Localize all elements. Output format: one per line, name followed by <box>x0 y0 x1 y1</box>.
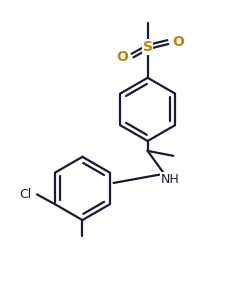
Text: O: O <box>116 50 128 64</box>
Text: S: S <box>143 40 153 54</box>
Text: Cl: Cl <box>19 188 31 201</box>
Text: NH: NH <box>161 173 180 186</box>
Text: O: O <box>172 35 184 49</box>
